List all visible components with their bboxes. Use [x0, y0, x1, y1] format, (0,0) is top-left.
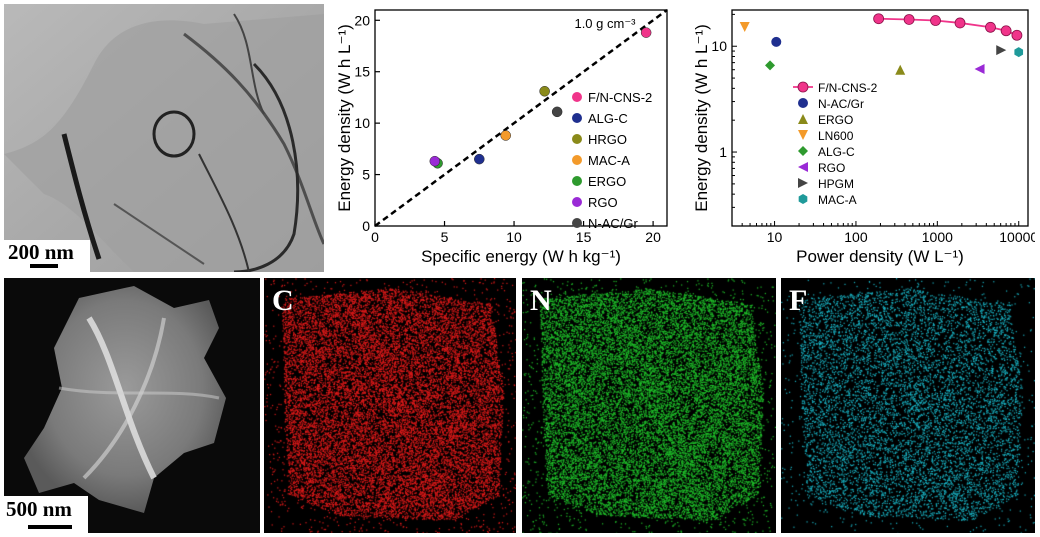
- data-point-n-ac-gr: [551, 106, 563, 118]
- data-point-alg-c: [765, 60, 776, 71]
- data-point-mac-a: [500, 130, 511, 141]
- legend-label-f-n-cns-2: F/N-CNS-2: [588, 90, 652, 105]
- chart1-reference-line: [374, 8, 668, 228]
- legend-marker-hrgo: [572, 134, 582, 144]
- haadf-image-panel: 500 nm: [4, 278, 260, 533]
- legend-label-ergo: ERGO: [588, 174, 626, 189]
- legend-marker-ergo: [572, 176, 582, 186]
- legend-marker-rgo: [572, 197, 582, 207]
- legend-label-n-ac-gr: N-AC/Gr: [588, 216, 639, 231]
- data-point-f-n-cns-2: [1011, 29, 1023, 41]
- legend-marker-alg-c: [798, 146, 808, 156]
- legend-marker-ln600: [798, 130, 808, 140]
- carbon-map-canvas: [264, 278, 516, 533]
- legend-label-hpgm: HPGM: [818, 177, 854, 191]
- chart1-x-tick-label: 10: [506, 229, 522, 245]
- legend-label-mac-a: MAC-A: [818, 193, 857, 207]
- chart2-x-tick-label: 10: [767, 229, 783, 245]
- legend-label-f-n-cns-2: F/N-CNS-2: [818, 81, 878, 95]
- data-point-f-n-cns-2: [640, 27, 652, 38]
- legend-marker-f-n-cns-2: [797, 81, 809, 93]
- chart1-x-tick-label: 5: [441, 229, 449, 245]
- chart1-svg: 0 5 10 15 20 0 5 10 15 20 Specific energy (W h kg⁻…: [335, 8, 668, 266]
- data-point-ln600: [739, 21, 750, 32]
- tem-image: [4, 4, 324, 272]
- element-label-n: N: [530, 284, 552, 317]
- haadf-scale-bar-label: 500 nm: [6, 497, 72, 521]
- data-point-f-n-cns-2: [954, 17, 966, 29]
- element-label-c: C: [272, 284, 294, 317]
- data-point-hpgm: [996, 45, 1007, 56]
- legend-label-alg-c: ALG-C: [588, 111, 628, 126]
- series-line-f-n-cns-2: [878, 17, 1018, 37]
- element-map-fluorine: F: [781, 278, 1035, 533]
- legend-label-ergo: ERGO: [818, 113, 853, 127]
- legend-label-mac-a: MAC-A: [588, 153, 630, 168]
- legend-label-n-ac-gr: N-AC/Gr: [818, 97, 864, 111]
- chart1-y-tick-label: 15: [354, 64, 370, 80]
- legend-label-hrgo: HRGO: [588, 132, 627, 147]
- chart-ragone-plot: 10 100 1000 10000 1 10 Power density (W L⁻¹) En…: [690, 0, 1035, 272]
- haadf-scale-bar: 500 nm: [6, 497, 88, 531]
- element-map-carbon: C: [264, 278, 516, 533]
- legend-marker-n-ac-gr: [798, 98, 808, 108]
- legend-marker-hpgm: [798, 178, 808, 188]
- data-point-rgo: [974, 63, 985, 74]
- chart1-frame: [374, 9, 668, 227]
- chart1-y-tick-label: 20: [354, 12, 370, 28]
- legend-marker-f-n-cns-2: [572, 92, 582, 102]
- data-point-ergo: [895, 64, 906, 75]
- chart1-y-axis-label: Energy density (W h L⁻¹): [335, 24, 354, 212]
- data-point-f-n-cns-2: [873, 13, 885, 25]
- legend-marker-mac-a: [798, 194, 808, 204]
- data-point-alg-c: [474, 153, 485, 165]
- data-point-f-n-cns-2: [930, 15, 941, 26]
- chart2-svg: 10 100 1000 10000 1 10 Power density (W L⁻¹) En…: [692, 9, 1035, 266]
- chart-energy-vs-specific-energy: 0 5 10 15 20 0 5 10 15 20 Specific energy (W h kg⁻…: [333, 0, 673, 272]
- legend-marker-n-ac-gr: [572, 218, 582, 228]
- chart1-y-tick-label: 0: [362, 218, 370, 234]
- data-point-rgo: [429, 155, 441, 167]
- element-label-f: F: [789, 284, 808, 317]
- legend-label-rgo: RGO: [818, 161, 845, 175]
- chart1-x-axis-label: Specific energy (W h kg⁻¹): [421, 247, 621, 266]
- chart2-y-tick-label: 10: [711, 38, 727, 54]
- data-point-f-n-cns-2: [985, 21, 996, 33]
- data-point-n-ac-gr: [771, 36, 782, 47]
- chart2-x-tick-label: 10000: [999, 229, 1035, 245]
- haadf-image: [4, 278, 260, 533]
- data-point-mac-a: [1014, 47, 1024, 58]
- tem-image-panel: 200 nm: [4, 4, 324, 272]
- legend-label-rgo: RGO: [588, 195, 618, 210]
- chart1-x-tick-label: 20: [645, 229, 661, 245]
- legend-marker-mac-a: [572, 155, 582, 165]
- chart2-y-axis-label: Energy density (W h L⁻¹): [692, 24, 711, 212]
- fluorine-map-canvas: [781, 278, 1035, 533]
- chart1-annotation: 1.0 g cm⁻³: [574, 16, 636, 31]
- legend-marker-ergo: [798, 114, 808, 124]
- chart2-y-tick-label: 1: [719, 144, 727, 160]
- chart2-x-tick-label: 100: [844, 229, 868, 245]
- tem-scale-bar: 200 nm: [8, 240, 90, 270]
- data-point-hrgo: [539, 86, 550, 97]
- legend-marker-alg-c: [572, 113, 582, 123]
- tem-scale-bar-label: 200 nm: [8, 240, 74, 264]
- chart1-x-tick-label: 15: [576, 229, 592, 245]
- nitrogen-map-canvas: [522, 278, 776, 533]
- legend-label-ln600: LN600: [818, 129, 854, 143]
- data-point-f-n-cns-2: [903, 14, 915, 25]
- chart1-y-tick-label: 10: [354, 115, 370, 131]
- legend-marker-rgo: [798, 162, 808, 172]
- chart2-x-axis-label: Power density (W L⁻¹): [796, 247, 964, 266]
- chart1-x-tick-label: 0: [371, 229, 379, 245]
- element-map-nitrogen: N: [522, 278, 776, 533]
- legend-label-alg-c: ALG-C: [818, 145, 855, 159]
- data-point-f-n-cns-2: [1000, 25, 1012, 37]
- chart2-x-tick-label: 1000: [922, 229, 953, 245]
- chart1-y-tick-label: 5: [362, 167, 370, 183]
